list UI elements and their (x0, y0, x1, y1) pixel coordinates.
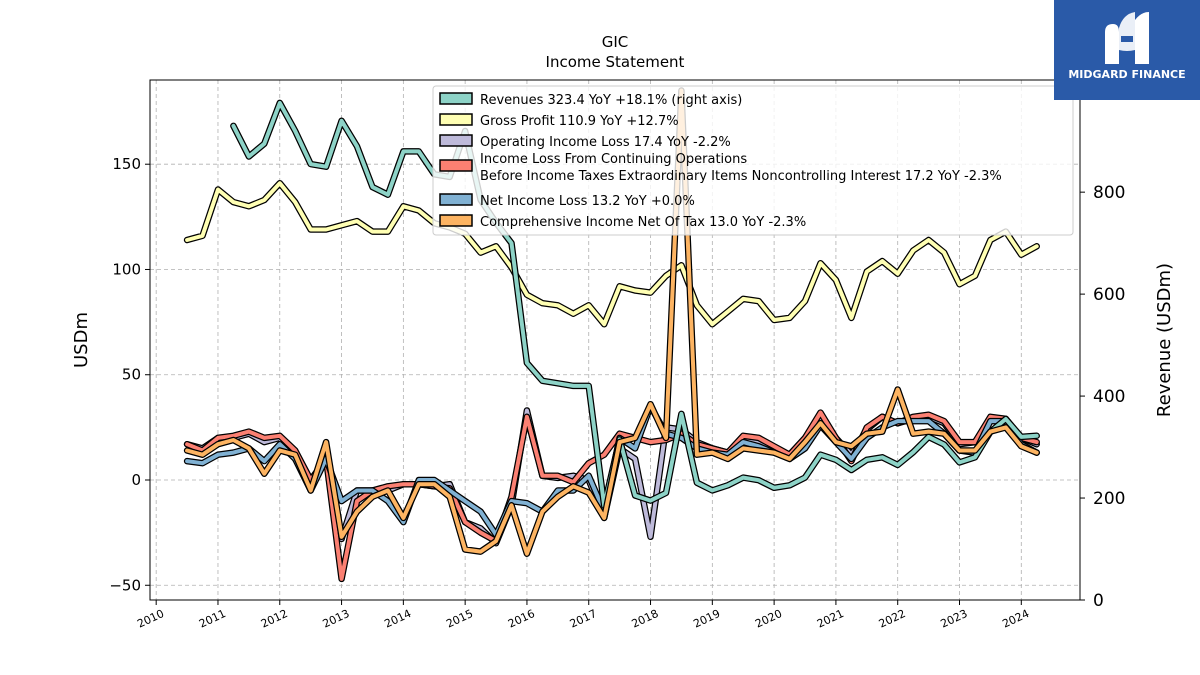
y-axis-left: −50 0 50 100 150 (109, 155, 150, 594)
x-tick-label: 2010 (135, 607, 166, 631)
legend-swatch (439, 92, 473, 105)
x-tick-label: 2022 (877, 607, 908, 631)
y-axis-right: 0 200 400 600 800 (1080, 183, 1125, 611)
y-tick-label: 50 (122, 366, 141, 384)
brand-name: MIDGARD FINANCE (1068, 68, 1186, 81)
legend-label-line: Gross Profit 110.9 YoY +12.7% (480, 114, 679, 129)
legend-label-line: Income Loss From Continuing Operations (480, 152, 747, 167)
legend-label-line: Revenues 323.4 YoY +18.1% (right axis) (480, 93, 742, 108)
y-tick-label: 0 (131, 471, 141, 489)
y2-tick-label: 600 (1093, 285, 1125, 305)
legend-label-line: Net Income Loss 13.2 YoY +0.0% (480, 194, 695, 209)
y-tick-label: 150 (112, 155, 141, 173)
x-tick-label: 2012 (259, 607, 290, 631)
x-tick-label: 2013 (321, 607, 352, 631)
x-tick-label: 2011 (197, 607, 228, 631)
x-tick-label: 2024 (1000, 607, 1031, 631)
series-line (185, 181, 1039, 327)
legend-swatch (439, 113, 473, 126)
x-tick-label: 2019 (691, 607, 722, 631)
y-axis-label: USDm (71, 312, 92, 368)
legend-swatch (439, 134, 473, 147)
y2-tick-label: 400 (1093, 387, 1125, 407)
series-layer (183, 87, 1040, 583)
y2-axis-label: Revenue (USDm) (1154, 263, 1175, 417)
chart-subtitle: Income Statement (546, 53, 685, 71)
legend-label: Revenues 323.4 YoY +18.1% (right axis) (480, 93, 742, 108)
x-tick-label: 2020 (753, 607, 784, 631)
legend-box (432, 85, 1074, 236)
legend-label-line: Comprehensive Income Net Of Tax 13.0 YoY… (480, 215, 806, 230)
x-tick-label: 2014 (382, 607, 413, 631)
legend-label-line: Operating Income Loss 17.4 YoY -2.2% (480, 135, 731, 150)
y2-tick-label: 800 (1093, 183, 1125, 203)
x-tick-label: 2016 (506, 607, 537, 631)
chart-title: GIC (602, 33, 629, 51)
legend-label-line: Before Income Taxes Extraordinary Items … (480, 169, 1002, 184)
brand-logo: MIDGARD FINANCE (1054, 0, 1200, 100)
y-tick-label: −50 (109, 576, 141, 594)
legend-label: Comprehensive Income Net Of Tax 13.0 YoY… (480, 215, 806, 230)
legend-swatch (439, 159, 473, 172)
midgard-m-logo-icon (1105, 12, 1149, 64)
y-tick-label: 100 (112, 260, 141, 278)
plot-frame (149, 79, 1081, 601)
x-tick-label: 2018 (630, 607, 661, 631)
x-tick-label: 2017 (568, 607, 599, 631)
legend-label: Gross Profit 110.9 YoY +12.7% (480, 114, 679, 129)
y2-tick-label: 0 (1093, 591, 1104, 611)
legend-swatch (439, 214, 473, 227)
series-line (185, 88, 1039, 556)
x-tick-label: 2015 (444, 607, 475, 631)
x-tick-label: 2021 (815, 607, 846, 631)
legend-label: Income Loss From Continuing Operations Be… (480, 152, 1002, 184)
legend-label: Operating Income Loss 17.4 YoY -2.2% (480, 135, 731, 150)
legend: Revenues 323.4 YoY +18.1% (right axis) Gr… (432, 85, 1074, 236)
legend-label: Net Income Loss 13.2 YoY +0.0% (480, 194, 695, 209)
x-axis: 2010 2011 2012 2013 2014 2015 2016 2017 2018 2019… (135, 600, 1031, 631)
legend-swatch (439, 193, 473, 206)
y2-tick-label: 200 (1093, 489, 1125, 509)
x-tick-label: 2023 (939, 607, 970, 631)
